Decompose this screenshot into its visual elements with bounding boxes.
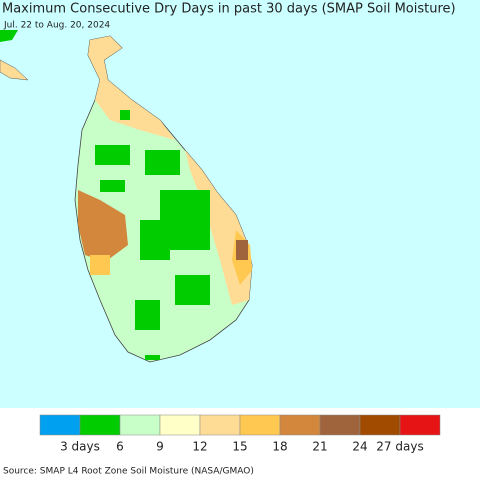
legend-swatch: [159, 414, 201, 436]
title: Maximum Consecutive Dry Days in past 30 …: [2, 2, 456, 17]
legend-swatch: [239, 414, 281, 436]
legend-tick-label: 12: [192, 440, 207, 454]
sri-lanka: [74, 35, 253, 363]
dry-patch: [78, 190, 128, 262]
legend-tick-label: 15: [232, 440, 247, 454]
legend-swatch: [199, 414, 241, 436]
legend-tick-label: 24: [352, 440, 367, 454]
ocean: [0, 0, 480, 408]
legend-tick-label: 21: [312, 440, 327, 454]
dry-patch: [90, 255, 110, 275]
legend-swatch: [119, 414, 161, 436]
india-land: [0, 59, 29, 81]
dry-patch: [236, 240, 248, 260]
wet-patches: [95, 110, 210, 360]
legend-swatch: [79, 414, 121, 436]
legend-swatch: [359, 414, 401, 436]
legend-tick-label: 9: [156, 440, 164, 454]
legend: 3 days 6 9 12 15 18 21 24 27 days: [39, 414, 441, 454]
source: Source: SMAP L4 Root Zone Soil Moisture …: [3, 467, 254, 477]
legend-tick-label: 18: [272, 440, 287, 454]
legend-tick-label: 27 days: [376, 440, 423, 454]
legend-swatch: [279, 414, 321, 436]
legend-tick-label: 3 days: [60, 440, 100, 454]
subtitle: Jul. 22 to Aug. 20, 2024: [3, 21, 110, 31]
legend-swatch: [319, 414, 361, 436]
legend-swatch: [39, 414, 81, 436]
india-land: [0, 30, 18, 42]
dry-zone: [88, 36, 175, 140]
legend-tick-label: 6: [116, 440, 124, 454]
legend-swatch: [399, 414, 441, 436]
